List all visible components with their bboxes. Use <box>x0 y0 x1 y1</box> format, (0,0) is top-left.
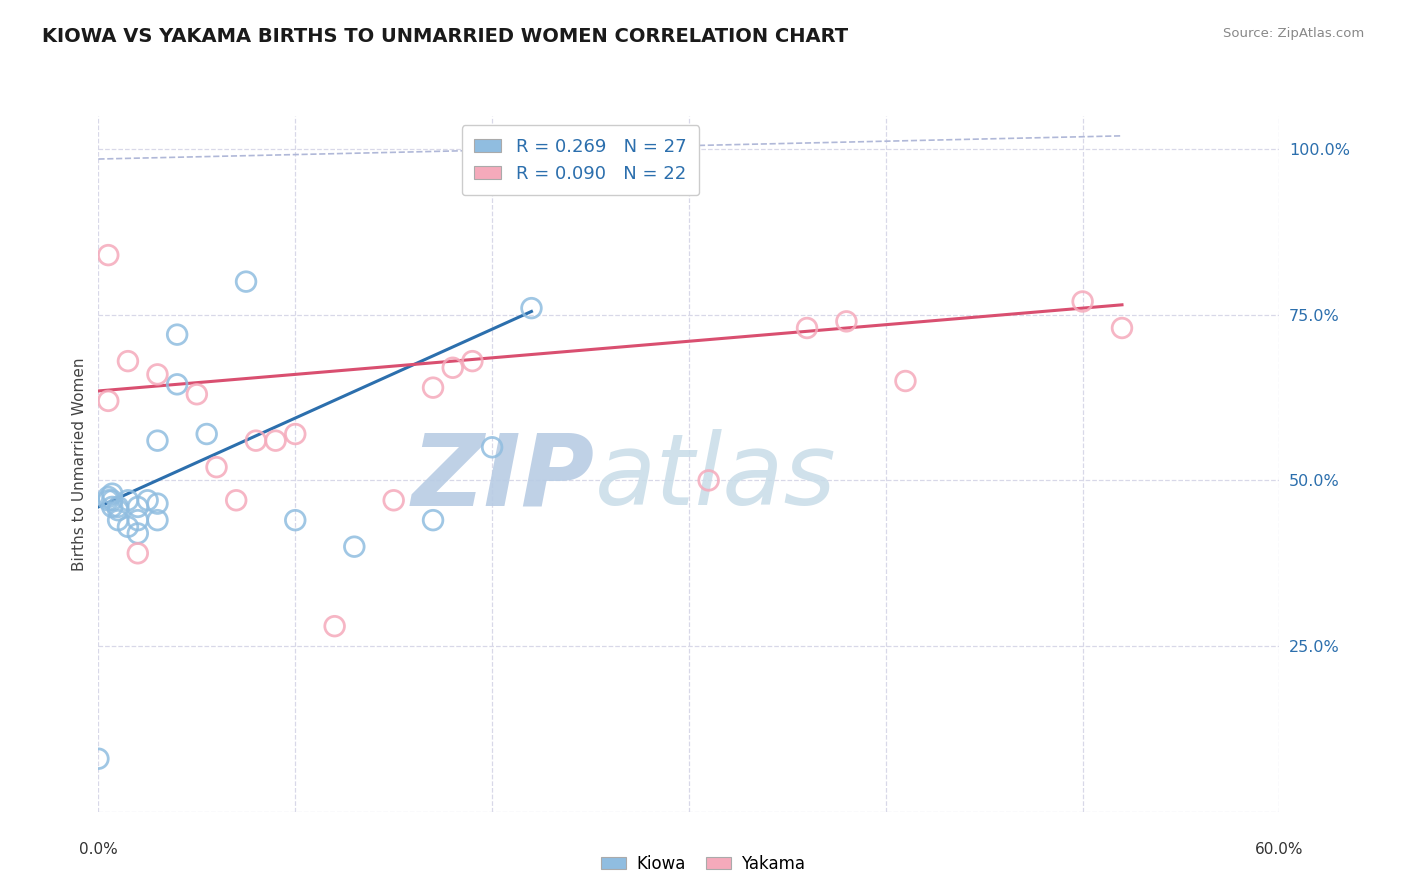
Point <box>284 427 307 442</box>
Point <box>422 381 444 395</box>
Point <box>117 354 139 368</box>
Point <box>101 500 124 514</box>
Point <box>235 275 257 289</box>
Point <box>127 513 149 527</box>
Point <box>127 546 149 560</box>
Point <box>87 752 110 766</box>
Point <box>441 360 464 375</box>
Point <box>107 513 129 527</box>
Point <box>117 493 139 508</box>
Legend: R = 0.269   N = 27, R = 0.090   N = 22: R = 0.269 N = 27, R = 0.090 N = 22 <box>461 125 699 195</box>
Text: KIOWA VS YAKAMA BIRTHS TO UNMARRIED WOMEN CORRELATION CHART: KIOWA VS YAKAMA BIRTHS TO UNMARRIED WOME… <box>42 27 848 45</box>
Point <box>422 513 444 527</box>
Point <box>146 368 169 382</box>
Point <box>166 327 188 342</box>
Point <box>1071 294 1094 309</box>
Point <box>107 503 129 517</box>
Text: atlas: atlas <box>595 429 837 526</box>
Point <box>101 486 124 500</box>
Point <box>146 513 169 527</box>
Point <box>127 500 149 514</box>
Point <box>225 493 247 508</box>
Point <box>264 434 287 448</box>
Point <box>101 493 124 508</box>
Y-axis label: Births to Unmarried Women: Births to Unmarried Women <box>72 357 87 571</box>
Point <box>1111 321 1133 335</box>
Point <box>146 434 169 448</box>
Point <box>343 540 366 554</box>
Point <box>382 493 405 508</box>
Point <box>97 248 120 262</box>
Point <box>284 513 307 527</box>
Point <box>186 387 208 401</box>
Point <box>835 314 858 328</box>
Point <box>205 460 228 475</box>
Text: ZIP: ZIP <box>412 429 595 526</box>
Point <box>97 493 120 508</box>
Point <box>107 500 129 514</box>
Text: Source: ZipAtlas.com: Source: ZipAtlas.com <box>1223 27 1364 40</box>
Point <box>195 427 218 442</box>
Point <box>127 526 149 541</box>
Point <box>166 377 188 392</box>
Point <box>117 520 139 534</box>
Text: 0.0%: 0.0% <box>79 842 118 857</box>
Point <box>323 619 346 633</box>
Point <box>796 321 818 335</box>
Point <box>97 393 120 408</box>
Point <box>481 440 503 454</box>
Text: 60.0%: 60.0% <box>1256 842 1303 857</box>
Point <box>245 434 267 448</box>
Point <box>97 490 120 504</box>
Legend: Kiowa, Yakama: Kiowa, Yakama <box>595 848 811 880</box>
Point <box>136 493 159 508</box>
Point <box>520 301 543 315</box>
Point <box>146 497 169 511</box>
Point <box>894 374 917 388</box>
Point <box>461 354 484 368</box>
Point <box>697 474 720 488</box>
